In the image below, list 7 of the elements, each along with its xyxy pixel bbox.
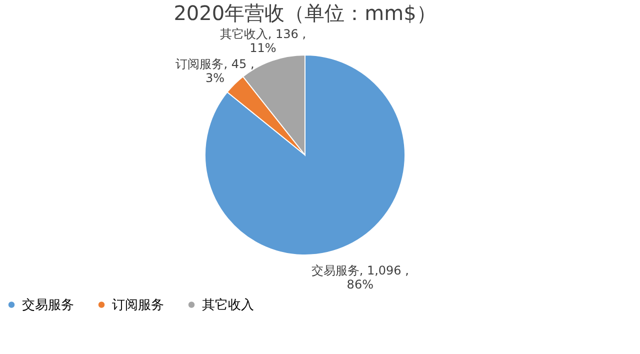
- data-label: 其它收入, 136 , 11%: [220, 27, 306, 56]
- chart-title: 2020年营收（单位：mm$）: [174, 1, 436, 26]
- legend-label: 订阅服务: [112, 298, 164, 313]
- data-label: 交易服务, 1,096 , 86%: [311, 264, 409, 292]
- legend-label: 其它收入: [202, 296, 254, 313]
- data-label: 订阅服务, 45 , 3%: [176, 56, 254, 85]
- legend-label: 交易服务: [22, 296, 74, 313]
